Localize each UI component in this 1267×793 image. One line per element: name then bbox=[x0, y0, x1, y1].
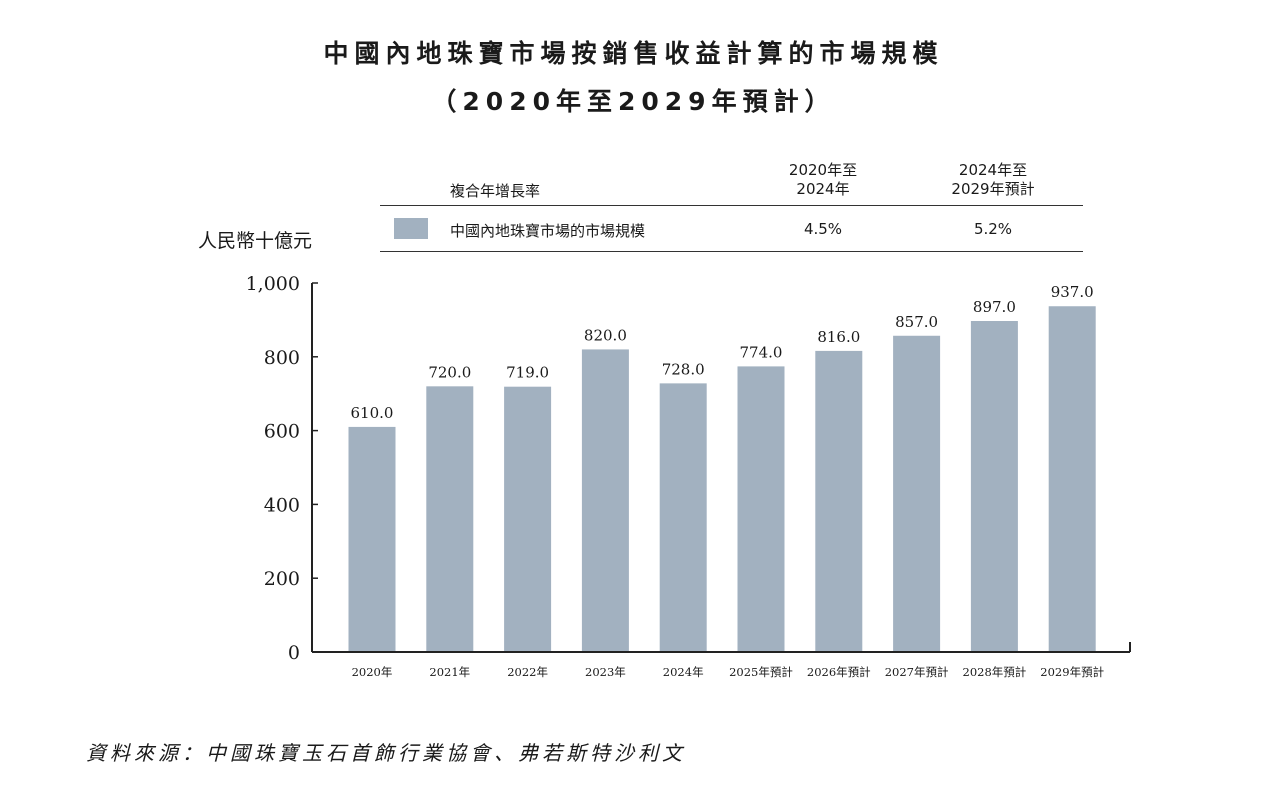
y-tick-label: 400 bbox=[264, 494, 300, 516]
x-tick-label: 2021年 bbox=[429, 665, 470, 679]
bar bbox=[659, 383, 707, 652]
legend-table: 複合年增長率 2020年至 2024年 2024年至 2029年預計 中國內地珠… bbox=[380, 158, 1083, 253]
legend-swatch bbox=[394, 218, 428, 239]
source-note: 資料來源：中國珠寶玉石首飾行業協會、弗若斯特沙利文 bbox=[86, 741, 686, 765]
cagr-value-2: 5.2% bbox=[973, 220, 1013, 238]
x-tick-label: 2022年 bbox=[507, 665, 548, 679]
bar bbox=[1048, 306, 1096, 652]
data-label: 897.0 bbox=[973, 298, 1016, 316]
x-tick-label: 2023年 bbox=[585, 665, 626, 679]
x-tick-label: 2028年預計 bbox=[963, 665, 1027, 679]
data-label: 728.0 bbox=[662, 360, 705, 378]
y-tick-label: 800 bbox=[264, 347, 300, 369]
x-tick-label: 2029年預計 bbox=[1040, 665, 1104, 679]
x-tick-label: 2026年預計 bbox=[807, 665, 871, 679]
data-label: 820.0 bbox=[584, 326, 627, 344]
period-1-line-2: 2024年 bbox=[796, 180, 850, 198]
bar bbox=[348, 426, 396, 652]
data-label: 719.0 bbox=[506, 364, 549, 382]
data-label: 610.0 bbox=[351, 404, 394, 422]
y-tick-label: 1,000 bbox=[246, 273, 300, 295]
x-tick-label: 2020年 bbox=[352, 665, 393, 679]
bar bbox=[737, 366, 785, 652]
y-tick-label: 0 bbox=[288, 642, 300, 664]
y-tick-label: 200 bbox=[264, 568, 300, 590]
bar bbox=[426, 386, 474, 652]
x-tick-label: 2025年預計 bbox=[729, 665, 793, 679]
data-label: 937.0 bbox=[1051, 283, 1094, 301]
period-1-header: 2020年至 2024年 bbox=[763, 161, 883, 199]
x-tick-label: 2027年預計 bbox=[885, 665, 949, 679]
y-axis-unit-label: 人民幣十億元 bbox=[198, 230, 313, 252]
bar bbox=[893, 335, 941, 652]
chart-title: 中國內地珠寶市場按銷售收益計算的市場規模 bbox=[323, 39, 944, 68]
period-2-line-1: 2024年至 bbox=[958, 161, 1028, 179]
y-tick-label: 600 bbox=[264, 421, 300, 443]
legend-divider-bottom bbox=[380, 251, 1083, 252]
data-label: 720.0 bbox=[428, 363, 471, 381]
legend-series-name: 中國內地珠寶市場的市場規模 bbox=[450, 222, 646, 240]
bar bbox=[815, 350, 863, 652]
x-tick-label: 2024年 bbox=[663, 665, 704, 679]
bar bbox=[970, 321, 1018, 652]
period-2-header: 2024年至 2029年預計 bbox=[933, 161, 1053, 199]
legend-divider-top bbox=[380, 205, 1083, 206]
period-2-line-2: 2029年預計 bbox=[951, 180, 1035, 198]
period-1-line-1: 2020年至 bbox=[788, 161, 858, 179]
cagr-header: 複合年增長率 bbox=[450, 182, 541, 200]
data-label: 857.0 bbox=[895, 313, 938, 331]
bar bbox=[581, 349, 629, 652]
cagr-value-1: 4.5% bbox=[803, 220, 843, 238]
bar bbox=[504, 386, 552, 652]
data-label: 816.0 bbox=[817, 328, 860, 346]
chart-subtitle: （2020年至2029年預計） bbox=[431, 87, 836, 116]
data-label: 774.0 bbox=[740, 343, 783, 361]
